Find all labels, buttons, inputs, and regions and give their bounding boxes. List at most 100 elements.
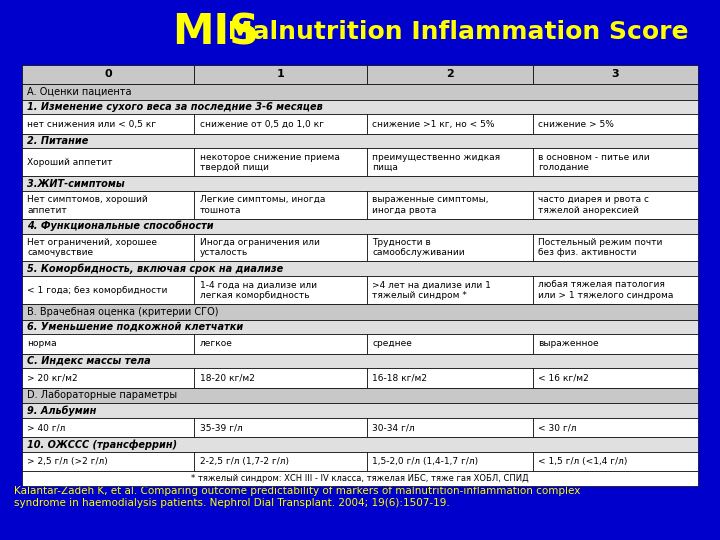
Bar (533, 65, 698, 84)
Text: норма: норма (27, 340, 57, 348)
Text: 16-18 кг/м2: 16-18 кг/м2 (372, 374, 427, 382)
Text: 1,5-2,0 г/л (1,4-1,7 г/л): 1,5-2,0 г/л (1,4-1,7 г/л) (372, 457, 478, 466)
Text: 0: 0 (104, 70, 112, 79)
Bar (22, 418, 194, 437)
Bar (194, 65, 366, 84)
Bar (194, 418, 366, 437)
Bar (366, 452, 533, 471)
Bar (22, 334, 194, 354)
Text: некоторое снижение приема
твердой пищи: некоторое снижение приема твердой пищи (199, 153, 339, 172)
Bar (366, 234, 533, 261)
Bar (366, 368, 533, 388)
Bar (22, 368, 194, 388)
Bar (194, 114, 366, 134)
Text: Нет симптомов, хороший
аппетит: Нет симптомов, хороший аппетит (27, 195, 148, 214)
Text: 1-4 года на диализе или
легкая коморбидность: 1-4 года на диализе или легкая коморбидн… (199, 280, 317, 300)
Text: любая тяжелая патология
или > 1 тяжелого синдрома: любая тяжелая патология или > 1 тяжелого… (538, 280, 673, 300)
Text: среднее: среднее (372, 340, 412, 348)
Text: 10. ОЖССС (трансферрин): 10. ОЖССС (трансферрин) (27, 440, 177, 450)
Bar (22, 388, 698, 403)
Bar (22, 403, 698, 418)
Text: Трудности в
самообслуживании: Трудности в самообслуживании (372, 238, 465, 257)
Bar (194, 276, 366, 304)
Text: Kalantar-Zadeh K, et al. Comparing outcome predictability of markers of malnutri: Kalantar-Zadeh K, et al. Comparing outco… (14, 486, 581, 508)
Bar (22, 276, 194, 304)
Bar (22, 219, 698, 234)
Bar (533, 452, 698, 471)
Text: Иногда ограничения или
усталость: Иногда ограничения или усталость (199, 238, 320, 257)
Text: Malnutrition Inflammation Score: Malnutrition Inflammation Score (219, 21, 688, 44)
Text: В. Врачебная оценка (критерии СГО): В. Врачебная оценка (критерии СГО) (27, 307, 218, 317)
Text: снижение > 5%: снижение > 5% (538, 119, 614, 129)
Bar (194, 368, 366, 388)
Bar (22, 176, 698, 191)
Bar (22, 354, 698, 368)
Bar (366, 276, 533, 304)
Text: нет снижения или < 0,5 кг: нет снижения или < 0,5 кг (27, 119, 156, 129)
Bar (22, 471, 698, 486)
Bar (194, 452, 366, 471)
Text: >4 лет на диализе или 1
тяжелый синдром *: >4 лет на диализе или 1 тяжелый синдром … (372, 280, 491, 300)
Bar (533, 334, 698, 354)
Bar (533, 191, 698, 219)
Text: 30-34 г/л: 30-34 г/л (372, 423, 415, 432)
Text: выраженное: выраженное (538, 340, 598, 348)
Text: 3: 3 (612, 70, 619, 79)
Bar (22, 65, 194, 84)
Text: Постельный режим почти
без физ. активности: Постельный режим почти без физ. активнос… (538, 238, 662, 257)
Text: А. Оценки пациента: А. Оценки пациента (27, 87, 132, 97)
Text: в основном - питье или
голодание: в основном - питье или голодание (538, 153, 649, 172)
Text: 6. Уменьшение подкожной клетчатки: 6. Уменьшение подкожной клетчатки (27, 322, 243, 332)
Bar (22, 452, 194, 471)
Text: С. Индекс массы тела: С. Индекс массы тела (27, 356, 150, 366)
Text: 2: 2 (446, 70, 454, 79)
Bar (533, 276, 698, 304)
Bar (366, 191, 533, 219)
Bar (194, 191, 366, 219)
Text: 9. Альбумин: 9. Альбумин (27, 405, 96, 416)
Bar (533, 234, 698, 261)
Text: легкое: легкое (199, 340, 233, 348)
Bar (22, 234, 194, 261)
Text: < 30 г/л: < 30 г/л (538, 423, 577, 432)
Text: Нет ограничений, хорошее
самочувствие: Нет ограничений, хорошее самочувствие (27, 238, 157, 257)
Text: Хороший аппетит: Хороший аппетит (27, 158, 112, 167)
Bar (366, 65, 533, 84)
Text: снижение >1 кг, но < 5%: снижение >1 кг, но < 5% (372, 119, 495, 129)
Text: 2. Питание: 2. Питание (27, 136, 89, 146)
Bar (194, 148, 366, 176)
Bar (22, 261, 698, 276)
Text: 35-39 г/л: 35-39 г/л (199, 423, 243, 432)
Text: MIS: MIS (172, 11, 260, 53)
Text: 1. Изменение сухого веса за последние 3-6 месяцев: 1. Изменение сухого веса за последние 3-… (27, 102, 323, 112)
Text: выраженные симптомы,
иногда рвота: выраженные симптомы, иногда рвота (372, 195, 489, 214)
Bar (22, 437, 698, 452)
Bar (366, 418, 533, 437)
Text: > 20 кг/м2: > 20 кг/м2 (27, 374, 78, 382)
Bar (366, 334, 533, 354)
Bar (533, 368, 698, 388)
Text: Легкие симптомы, иногда
тошнота: Легкие симптомы, иногда тошнота (199, 195, 325, 214)
Bar (22, 320, 698, 334)
Text: < 1 года; без коморбидности: < 1 года; без коморбидности (27, 286, 167, 295)
Bar (22, 191, 194, 219)
Text: < 16 кг/м2: < 16 кг/м2 (538, 374, 589, 382)
Bar (194, 234, 366, 261)
Bar (533, 418, 698, 437)
Text: * тяжелый синдром: ХСН III - IV класса, тяжелая ИБС, тяже гая ХОБЛ, СПИД: * тяжелый синдром: ХСН III - IV класса, … (192, 474, 528, 483)
Text: 4. Функциональные способности: 4. Функциональные способности (27, 221, 214, 232)
Text: 1: 1 (276, 70, 284, 79)
Bar (366, 114, 533, 134)
Bar (533, 114, 698, 134)
Text: > 2,5 г/л (>2 г/л): > 2,5 г/л (>2 г/л) (27, 457, 108, 466)
Text: часто диарея и рвота с
тяжелой анорексией: часто диарея и рвота с тяжелой анорексие… (538, 195, 649, 214)
Text: < 1,5 г/л (<1,4 г/л): < 1,5 г/л (<1,4 г/л) (538, 457, 627, 466)
Text: преимущественно жидкая
пища: преимущественно жидкая пища (372, 153, 500, 172)
Text: D. Лабораторные параметры: D. Лабораторные параметры (27, 390, 177, 401)
Bar (22, 114, 194, 134)
Bar (22, 84, 698, 100)
Text: 2-2,5 г/л (1,7-2 г/л): 2-2,5 г/л (1,7-2 г/л) (199, 457, 289, 466)
Text: 3.ЖИТ-симптомы: 3.ЖИТ-симптомы (27, 179, 125, 188)
Bar (533, 148, 698, 176)
Text: снижение от 0,5 до 1,0 кг: снижение от 0,5 до 1,0 кг (199, 119, 323, 129)
